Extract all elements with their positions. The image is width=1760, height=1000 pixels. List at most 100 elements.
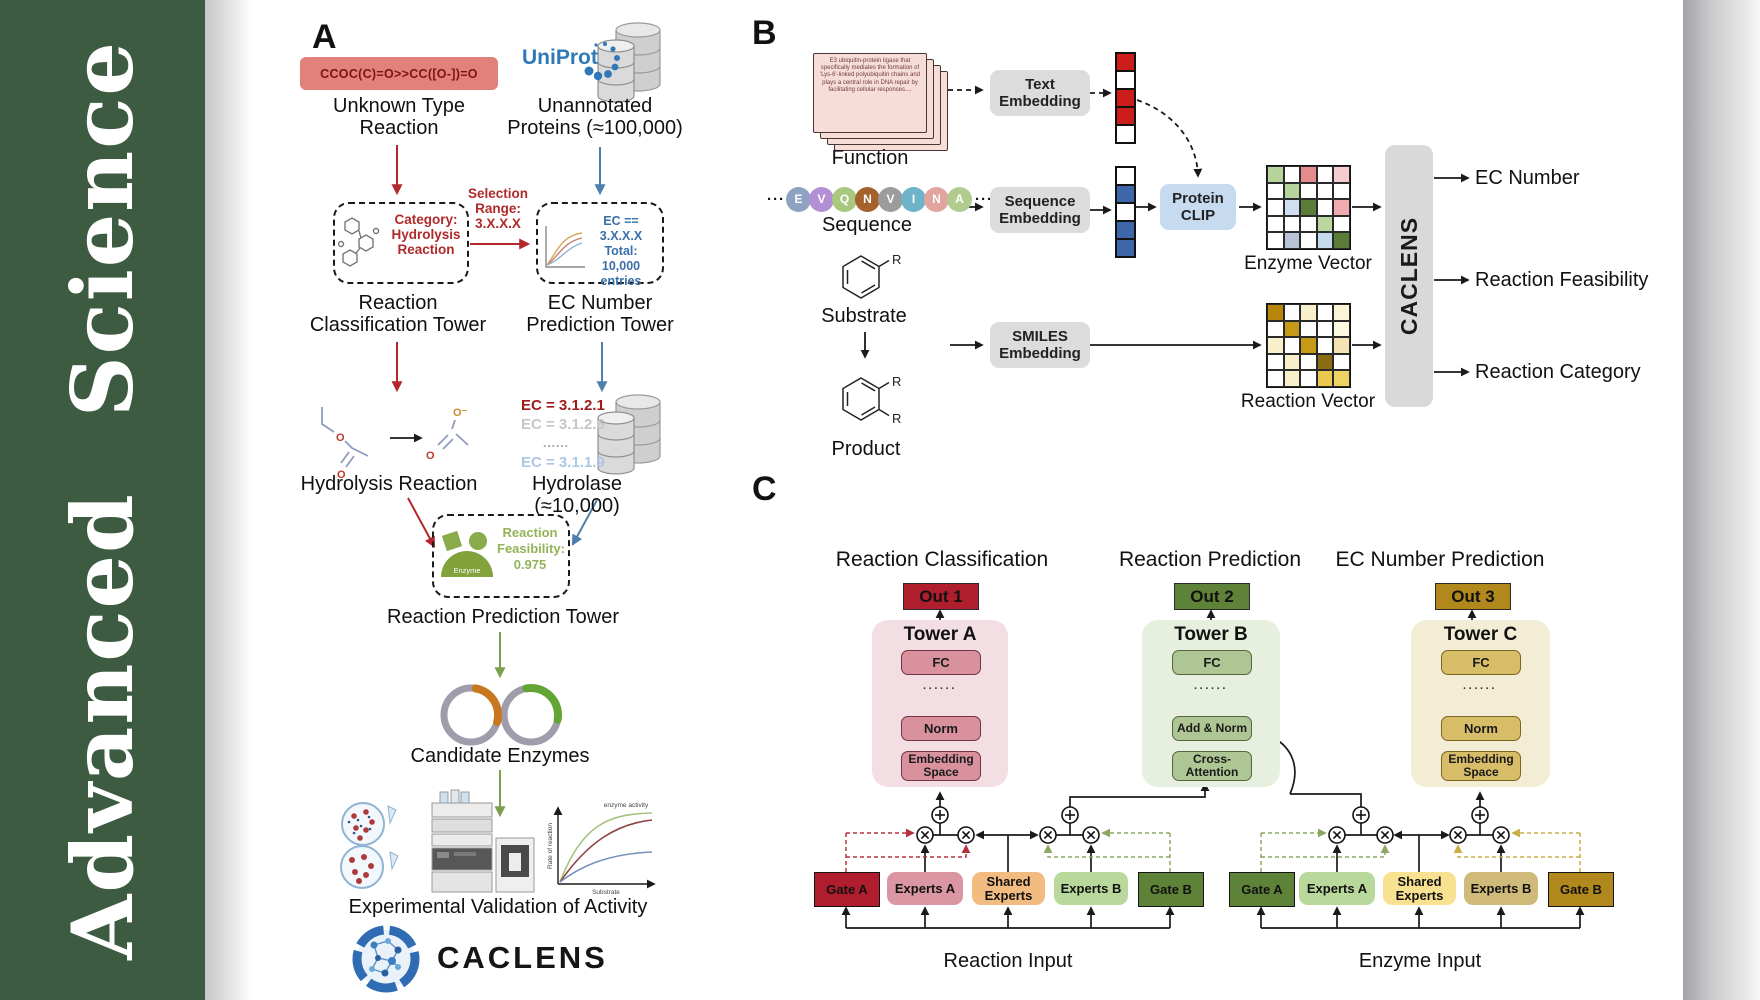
output-reaction-feasibility: Reaction Feasibility xyxy=(1475,269,1649,291)
gate-a-feedback-left xyxy=(845,828,971,872)
oxygen-atom: O xyxy=(336,432,345,444)
residue-circle: A xyxy=(947,186,972,212)
vector-cell xyxy=(1300,166,1317,183)
hydrolase-label: Hydrolase (≈10,000) xyxy=(531,473,623,517)
reaction-prediction-box xyxy=(432,514,570,598)
ec-candidate-list: EC = 3.1.2.1 EC = 3.1.2.6 ...... EC = 3.… xyxy=(521,397,605,471)
vector-cell xyxy=(1316,199,1333,216)
tower-c-fc: FC xyxy=(1441,650,1521,675)
tower-b-title: Tower B xyxy=(1174,624,1248,645)
residue-circle: Q xyxy=(832,186,857,212)
vector-cell xyxy=(1316,215,1333,232)
vector-cell xyxy=(1267,182,1284,199)
plot-xlabel: Substrate xyxy=(592,889,620,896)
tower-c-norm: Norm xyxy=(1441,716,1521,741)
ec-number-tower-label: EC Number Prediction Tower xyxy=(526,292,674,336)
shared-experts-enzyme: Shared Experts xyxy=(1383,872,1456,905)
vector-cell xyxy=(1116,125,1135,143)
tower-a-embedding-space: Embedding Space xyxy=(901,751,981,781)
tower-b-cross-attention: Cross- Attention xyxy=(1172,751,1252,781)
tower-c-dots: ······ xyxy=(1463,683,1497,695)
enzyme-input-label: Enzyme Input xyxy=(1358,950,1482,972)
vector-cell xyxy=(1283,215,1300,232)
panel-a-label: A xyxy=(312,18,337,56)
plot-ylabel: Rate of reaction xyxy=(547,823,554,869)
gate-a-enzyme: Gate A xyxy=(1229,872,1295,907)
vector-cell xyxy=(1116,89,1135,107)
vector-cell xyxy=(1267,353,1284,370)
ec-total-text: EC == 3.X.X.X Total: 10,000 entries xyxy=(599,214,643,288)
residue-circle: E xyxy=(786,186,811,212)
vector-cell xyxy=(1316,353,1333,370)
enzyme-vector-label: Enzyme Vector xyxy=(1244,253,1372,274)
residue-circle: N xyxy=(855,186,880,212)
vector-cell xyxy=(1283,199,1300,216)
caclens-logo xyxy=(352,925,420,993)
unannotated-proteins-label: Unannotated Proteins (≈100,000) xyxy=(507,95,683,139)
selection-range-text: Selection Range: 3.X.X.X xyxy=(467,186,529,231)
output-reaction-category: Reaction Category xyxy=(1475,361,1641,383)
smiles-reaction-box: CCOC(C)=O>>CC([O-])=O xyxy=(300,57,498,90)
vector-cell xyxy=(1267,337,1284,354)
vector-cell xyxy=(1333,199,1350,216)
residue-circle: N xyxy=(924,186,949,212)
reaction-classification-box xyxy=(333,202,469,284)
caclens-wordmark: CACLENS xyxy=(437,940,608,975)
hydrolysis-molecules: O O O⁻ O xyxy=(321,407,469,481)
protein-clip-box: Protein CLIP xyxy=(1160,184,1236,230)
gate-b-feedback-left xyxy=(1043,828,1171,872)
vector-cell xyxy=(1283,182,1300,199)
enzyme-vector-grid xyxy=(1266,165,1351,250)
ec-prediction-box xyxy=(536,202,664,284)
vector-cell xyxy=(1300,320,1317,337)
journal-title: Advanced Science xyxy=(53,40,152,960)
sequence-ellipsis: ··· xyxy=(975,190,993,208)
gate-b-feedback-right xyxy=(1453,828,1581,872)
vector-cell xyxy=(1316,166,1333,183)
o-minus-atom: O⁻ xyxy=(453,407,468,419)
unknown-reaction-label: Unknown Type Reaction xyxy=(333,95,465,139)
r-group-label: R xyxy=(892,374,901,389)
vector-cell xyxy=(1116,239,1135,257)
vector-cell xyxy=(1267,199,1284,216)
function-description: E3 ubiquitin-protein ligase that specifi… xyxy=(819,58,921,93)
journal-sidebar: Advanced Science xyxy=(0,0,205,1000)
vector-cell xyxy=(1333,232,1350,249)
candidate-enzymes-label: Candidate Enzymes xyxy=(410,745,590,767)
sequence-embedding-vector xyxy=(1115,166,1136,258)
r-group-label: R xyxy=(892,411,901,426)
tower-b-add-norm: Add & Norm xyxy=(1172,716,1252,741)
plasmid-icons xyxy=(440,683,563,746)
vector-cell xyxy=(1316,304,1333,321)
out1-box: Out 1 xyxy=(903,583,979,610)
sequence-embedding-box: Sequence Embedding xyxy=(990,187,1090,233)
out3-box: Out 3 xyxy=(1435,583,1511,610)
vector-cell xyxy=(1333,320,1350,337)
vector-cell xyxy=(1283,304,1300,321)
vector-cell xyxy=(1116,221,1135,239)
caclens-model-bar: CACLENS xyxy=(1385,145,1433,407)
vector-cell xyxy=(1300,337,1317,354)
uniprot-logo: UniProt xyxy=(522,46,598,69)
vector-cell xyxy=(1300,232,1317,249)
vector-cell xyxy=(1333,182,1350,199)
reaction-vector-label: Reaction Vector xyxy=(1240,391,1376,412)
gate-b-reaction: Gate B xyxy=(1138,872,1204,907)
substrate-molecule: R xyxy=(842,252,901,299)
product-molecule: R R xyxy=(842,374,901,426)
hydrolysis-reaction-label: Hydrolysis Reaction xyxy=(300,473,478,495)
residue-circle: I xyxy=(901,186,926,212)
vector-cell xyxy=(1283,337,1300,354)
hplc-instrument-icon xyxy=(431,789,535,893)
reaction-prediction-tower-label: Reaction Pr‌ediction Tower xyxy=(387,606,619,628)
page-right-shadow xyxy=(1683,0,1760,1000)
panel-c-label: C xyxy=(752,470,777,508)
vector-cell xyxy=(1267,370,1284,387)
heading-ec-number-prediction: EC Number Prediction xyxy=(1335,548,1545,571)
output-ec-number: EC Number xyxy=(1475,167,1580,189)
tower-a-title: Tower A xyxy=(903,624,977,645)
vector-cell xyxy=(1300,353,1317,370)
reaction-input-label: Reaction Input xyxy=(943,950,1073,972)
